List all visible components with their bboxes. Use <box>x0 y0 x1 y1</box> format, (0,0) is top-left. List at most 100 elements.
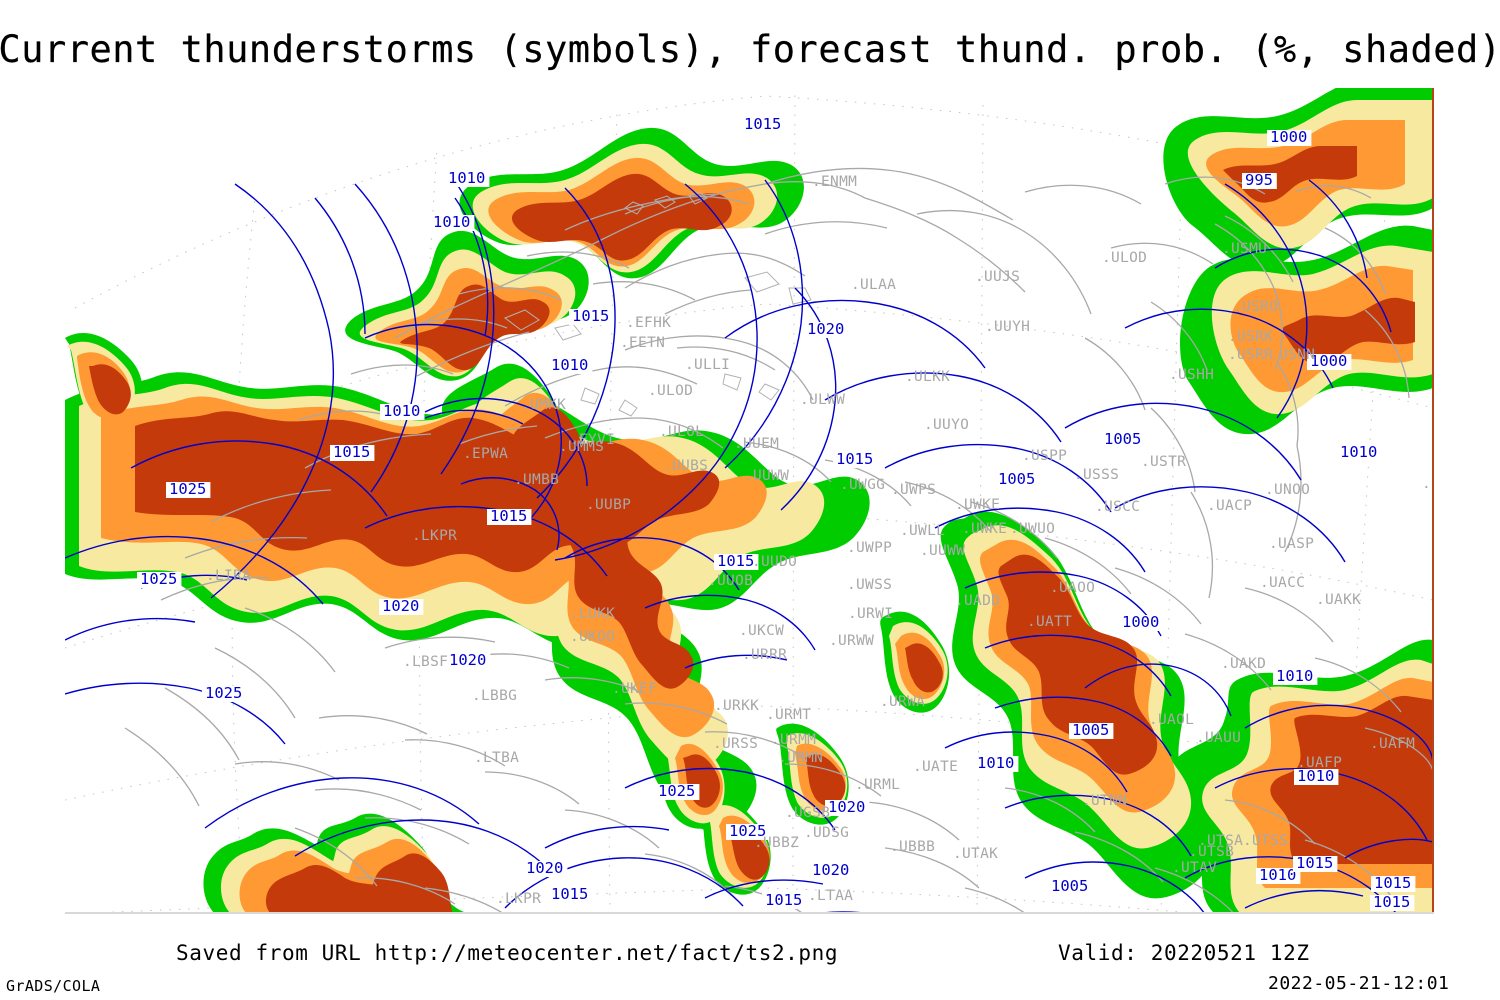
isobar-label: 1015 <box>1373 893 1410 911</box>
station-label: .UUEM <box>734 436 779 452</box>
isobar-label: 1010 <box>1297 767 1334 785</box>
isobar-label: 1025 <box>140 570 177 588</box>
isobar-label: 1010 <box>383 402 420 420</box>
station-label: .URSS <box>713 736 758 752</box>
isobar-label-bg <box>1101 432 1146 448</box>
station-label: .LIRA <box>206 568 251 584</box>
station-label: .ENMM <box>812 174 857 190</box>
isobar-label: 1010 <box>977 754 1014 772</box>
isobar-label-bg <box>762 893 807 909</box>
isobar-label-bg <box>569 309 614 325</box>
station-label: .UAOL <box>1149 712 1194 728</box>
station-label: .USRK <box>1228 329 1273 345</box>
isobar-label: 1005 <box>998 470 1035 488</box>
valid-time-text: Valid: 20220521 12Z <box>1058 941 1310 965</box>
station-label: .UUOB <box>708 573 753 589</box>
isobar-label: 1000 <box>1122 613 1159 631</box>
station-label: .ULWW <box>800 392 845 408</box>
isobar-label-bg <box>202 686 247 702</box>
isobar-label: 1015 <box>765 891 802 909</box>
isobar-label-bg <box>446 653 491 669</box>
station-label: .UUYH <box>985 319 1030 335</box>
isobar-label-bg <box>430 215 475 231</box>
station-label: .ULOD <box>648 383 693 399</box>
isobar-label: 1025 <box>169 480 206 498</box>
station-label: .UWPS <box>891 482 936 498</box>
isobar-label-bg <box>1267 130 1312 146</box>
isobar-label: 1010 <box>551 356 588 374</box>
shading-band-red <box>89 146 1433 914</box>
map-frame-right-border <box>1432 88 1434 914</box>
isobar-label-bg <box>1293 856 1338 872</box>
station-label: .UTNN <box>1082 793 1127 809</box>
isobar-label: 1015 <box>1374 874 1411 892</box>
station-label: .UAUU <box>1196 730 1241 746</box>
station-label: .UTAK <box>953 846 998 862</box>
isobar-label: 1000 <box>1270 128 1307 146</box>
station-label: .UUYO <box>924 417 969 433</box>
isobar-label: 1020 <box>382 597 419 615</box>
isobar-label-bg <box>1370 895 1415 911</box>
isobar-label: 1025 <box>205 684 242 702</box>
station-label: .UTSA <box>1198 833 1243 849</box>
isobar-label-bg <box>1119 615 1164 631</box>
station-label: .USMU <box>1222 241 1267 257</box>
station-label: .USRR <box>1228 347 1273 363</box>
station-label: .UTSB <box>1189 844 1234 860</box>
station-label: .URRR <box>742 647 787 663</box>
isobar-label-bg <box>974 756 1019 772</box>
map-frame-bottom-border <box>65 912 1434 914</box>
station-labels: .ENMM .ULOD .USMU .EFHK .EETN .ULAA .UUJS .USRO… <box>206 174 1433 907</box>
station-label: .LBBG <box>472 688 517 704</box>
station-label: .LUKK <box>570 606 615 622</box>
map-canvas[interactable]: 995 1000 1000 1000 1005 1005 1005 1005 1010 1010 1… <box>65 88 1433 914</box>
isobar-label: 1010 <box>1340 443 1377 461</box>
isobar-label: 1010 <box>1276 667 1313 685</box>
station-label: .UUJS <box>975 269 1020 285</box>
isobar-label: 1015 <box>551 885 588 903</box>
isobar-label: 1025 <box>729 822 766 840</box>
station-label: .UMKK <box>521 397 566 413</box>
station-label: .UTSS <box>1243 833 1288 849</box>
isobar-label: 1020 <box>807 320 844 338</box>
isobar-label-bg <box>809 863 854 879</box>
station-label: .UAOO <box>1050 580 1095 596</box>
grads-credit: GrADS/COLA <box>6 977 101 995</box>
station-label: .UACC <box>1260 575 1305 591</box>
isobar-label: 1005 <box>1051 877 1088 895</box>
station-label: .UWSS <box>847 577 892 593</box>
isobar-label-bg <box>1337 445 1382 461</box>
station-label: .UUWW <box>920 543 965 559</box>
station-label: .UUBS <box>663 458 708 474</box>
station-label: .ULKK <box>905 369 950 385</box>
station-label: .UNBB <box>1422 476 1433 492</box>
station-label: .LKPR <box>496 891 541 907</box>
station-label: .UAKK <box>1316 592 1361 608</box>
isobar-label-bg <box>1307 354 1352 370</box>
station-label: .UBBZ <box>754 835 799 851</box>
station-label: .USTR <box>1141 454 1186 470</box>
station-label: .UWUO <box>1010 521 1055 537</box>
station-label: .UWKE <box>962 521 1007 537</box>
station-label: .UASP <box>1269 536 1314 552</box>
station-label: .LTBA <box>474 750 519 766</box>
station-label: .EETN <box>620 335 665 351</box>
page-title: Current thunderstorms (symbols), forecas… <box>0 28 1500 71</box>
isobar-label-bg <box>330 445 375 461</box>
isobar-label-bg <box>1242 173 1277 189</box>
isobar-label-bg <box>714 554 759 570</box>
isobar-label-bg <box>825 800 870 816</box>
isobar-label: 1015 <box>717 552 754 570</box>
station-label: .UTAV <box>1172 860 1217 876</box>
station-label: .UUWW <box>744 468 789 484</box>
station-label: .LTAA <box>808 888 853 904</box>
isobar-label: 1015 <box>836 450 873 468</box>
isobar-label-bg <box>1371 876 1416 892</box>
saved-url-text: Saved from URL http://meteocenter.net/fa… <box>176 941 839 965</box>
station-label: .EFHK <box>626 315 671 331</box>
station-label: .UBBB <box>890 839 935 855</box>
isobar-label-bg <box>523 861 568 877</box>
station-label: .UKCW <box>739 623 784 639</box>
station-label: .UATE <box>913 759 958 775</box>
isobar-label: 1020 <box>449 651 486 669</box>
